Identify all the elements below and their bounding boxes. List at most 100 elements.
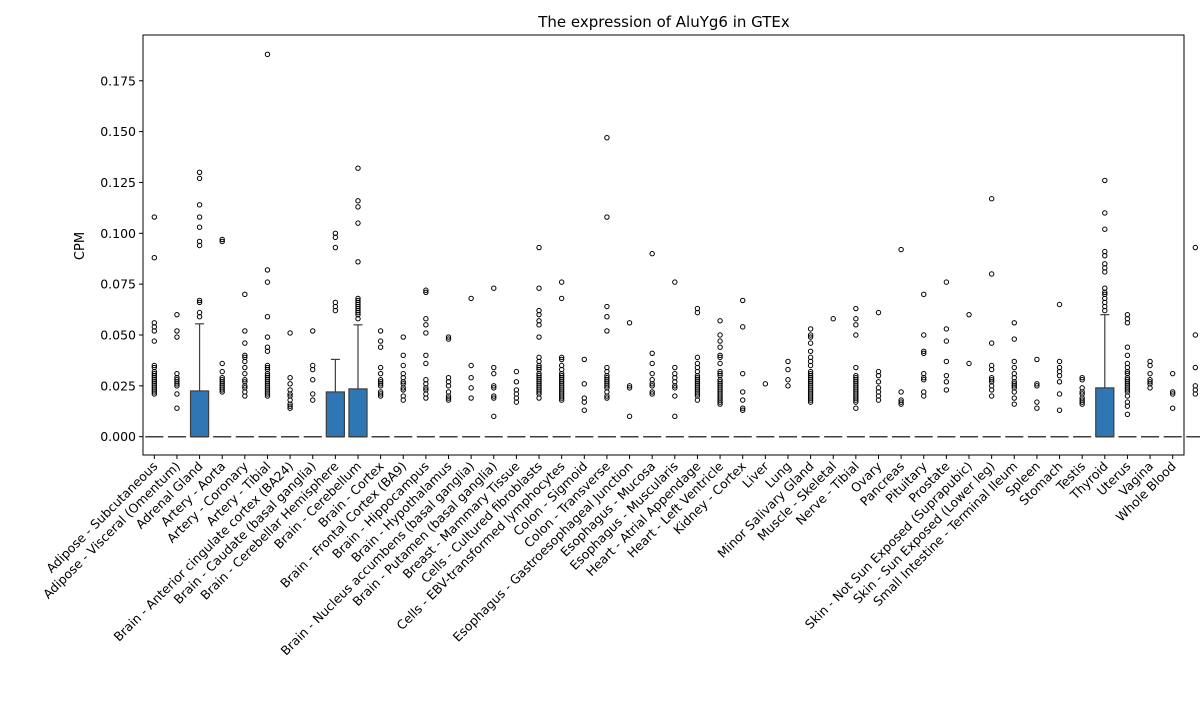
outlier-point [174, 391, 180, 397]
box-group [529, 244, 549, 438]
box-group [1095, 177, 1115, 438]
outlier-point [264, 364, 271, 371]
outlier-point [513, 399, 520, 405]
outlier-point [1102, 210, 1108, 216]
outlier-point [287, 403, 293, 409]
outlier-point [400, 385, 406, 391]
outlier-point [694, 391, 701, 397]
box-group [575, 356, 594, 438]
outlier-point [717, 360, 723, 367]
outlier-point [898, 389, 904, 395]
outlier-point [400, 397, 406, 403]
outlier-point [1056, 407, 1063, 413]
outlier-point [377, 344, 384, 350]
outlier-point [332, 244, 339, 251]
outlier-point [468, 395, 474, 401]
outlier-point [264, 348, 271, 354]
outlier-point [740, 297, 746, 304]
outlier-point [355, 204, 361, 210]
box-group [507, 368, 526, 438]
outlier-point [717, 399, 723, 405]
outlier-point [310, 391, 316, 397]
box-group [325, 230, 346, 438]
outlier-point [377, 328, 384, 334]
outlier-point [400, 379, 406, 385]
outlier-point [151, 362, 158, 369]
box-group [733, 297, 752, 438]
outlier-point [423, 316, 429, 322]
outlier-point [672, 279, 678, 285]
outlier-point [853, 316, 859, 322]
outlier-point [717, 332, 723, 338]
outlier-point [1079, 375, 1085, 381]
outlier-point [604, 328, 610, 334]
box-group [235, 291, 254, 438]
outlier-point [1169, 389, 1176, 395]
outlier-point [672, 364, 678, 371]
outlier-point [604, 214, 610, 220]
box-group [846, 305, 865, 438]
outlier-point [853, 305, 859, 312]
outlier-point [558, 354, 565, 361]
outlier-point [242, 291, 248, 298]
box-group [462, 295, 481, 438]
outlier-point [558, 397, 565, 403]
outlier-point [423, 395, 429, 401]
outlier-point [377, 391, 384, 397]
outlier-point [174, 405, 180, 411]
outlier-point [264, 393, 271, 399]
outlier-point [468, 362, 474, 369]
outlier-point [1011, 336, 1017, 342]
outlier-point [1079, 377, 1085, 383]
outlier-point [966, 311, 972, 318]
outlier-point [219, 387, 225, 393]
outlier-point [400, 334, 406, 340]
outlier-point [672, 413, 678, 420]
outlier-point [174, 311, 180, 318]
outlier-point [1034, 405, 1040, 411]
outlier-point [242, 393, 248, 399]
outlier-point [921, 377, 927, 383]
outlier-point [242, 358, 248, 365]
box-group [869, 309, 888, 438]
outlier-point [445, 336, 452, 342]
outlier-point [513, 379, 520, 385]
outlier-point [491, 385, 497, 391]
outlier-point [423, 330, 429, 336]
box-group [892, 246, 911, 438]
outlier-point [1147, 370, 1153, 377]
outlier-point [423, 360, 429, 367]
outlier-point [807, 332, 814, 338]
outlier-point [242, 383, 248, 389]
outlier-point [988, 393, 995, 399]
outlier-point [445, 397, 452, 403]
outlier-point [400, 352, 406, 359]
box-iqr [348, 388, 368, 438]
outlier-point [310, 328, 316, 334]
outlier-point [1011, 364, 1017, 371]
outlier-point [1011, 389, 1017, 395]
outlier-point [423, 352, 429, 359]
outlier-point [491, 383, 497, 389]
outlier-point [1147, 362, 1153, 369]
outlier-point [174, 383, 180, 389]
outlier-point [377, 393, 384, 399]
box-group [597, 135, 616, 438]
outlier-point [1192, 364, 1199, 371]
outlier-point [445, 334, 452, 340]
outlier-point [740, 370, 746, 377]
outlier-point [287, 375, 293, 381]
axes-frame [142, 34, 1185, 456]
outlier-point [921, 348, 927, 354]
outlier-point [355, 165, 361, 171]
box-group [552, 279, 571, 438]
outlier-point [1011, 358, 1017, 365]
outlier-point [242, 340, 248, 346]
outlier-point [604, 383, 610, 389]
outlier-point [1056, 358, 1063, 365]
outlier-point [717, 401, 723, 407]
outlier-point [807, 326, 814, 332]
outlier-point [1124, 387, 1131, 393]
outlier-point [377, 383, 384, 389]
box-group [394, 334, 413, 438]
